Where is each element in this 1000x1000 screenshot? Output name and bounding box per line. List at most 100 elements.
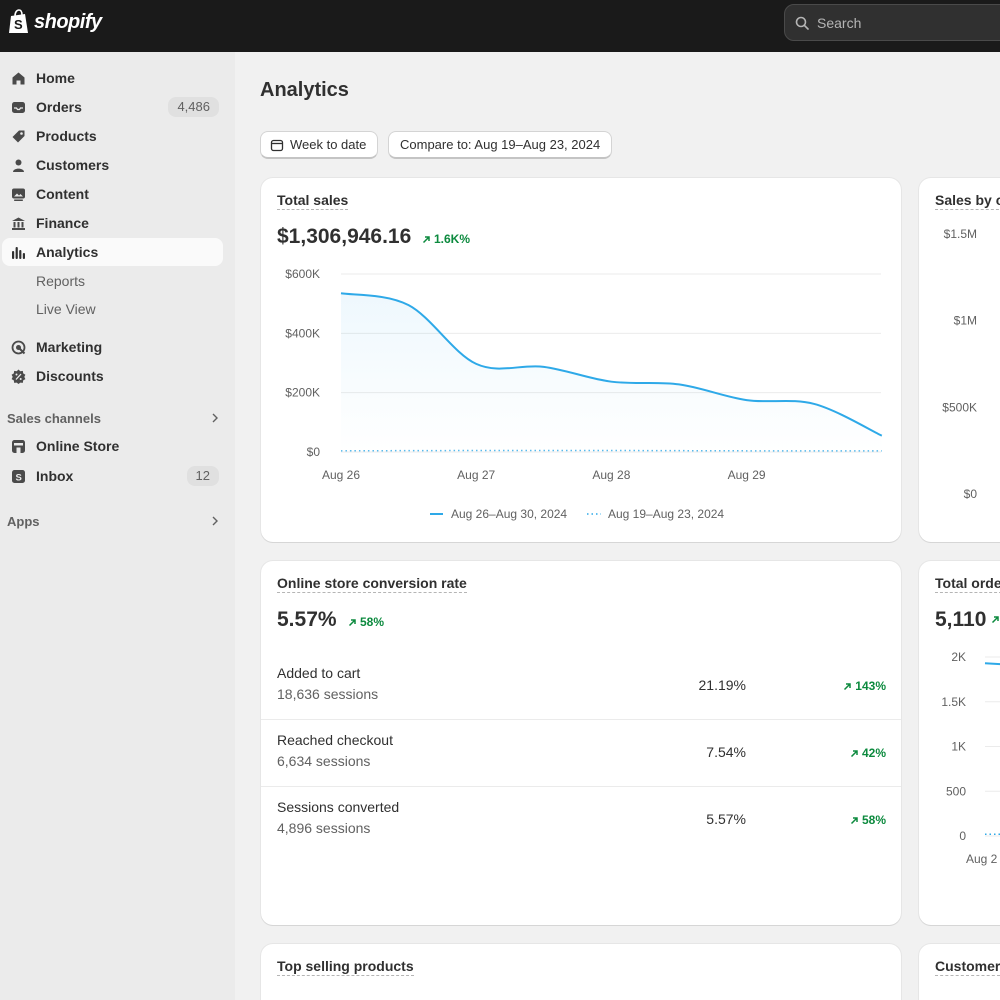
series-line-current	[984, 662, 1000, 666]
shopify-logo[interactable]: S shopify	[8, 9, 102, 35]
sidebar-item-orders[interactable]: Orders 4,486	[2, 93, 223, 121]
total-sales-card: Total sales $1,306,946.16 1.6K% $0 $200K $…	[261, 178, 901, 542]
y-tick-label: $0	[307, 445, 321, 459]
conversion-step-pct: 7.54%	[706, 744, 746, 760]
person-icon	[10, 157, 26, 173]
search-input[interactable]: Search	[784, 4, 1000, 41]
delta-value: 58%	[861, 813, 886, 827]
sidebar-item-analytics[interactable]: Analytics	[2, 238, 223, 266]
top-selling-products-card: Top selling products	[261, 944, 901, 1000]
y-tick-label: 1K	[951, 740, 966, 754]
conversion-rate-delta: 58%	[348, 615, 384, 629]
arrow-up-right-icon	[844, 682, 852, 690]
apps-header[interactable]: Apps	[7, 511, 220, 531]
sidebar-item-marketing[interactable]: Marketing	[2, 333, 223, 361]
legend-label: Aug 19–Aug 23, 2024	[608, 507, 724, 521]
sidebar-item-content[interactable]: Content	[2, 180, 223, 208]
compare-range-button[interactable]: Compare to: Aug 19–Aug 23, 2024	[388, 131, 613, 159]
y-tick-label: 1.5K	[941, 695, 966, 709]
chevron-right-icon	[212, 516, 218, 526]
sidebar-item-label: Inbox	[36, 468, 74, 484]
y-tick-label: $400K	[285, 326, 320, 340]
top-bar: S shopify Search	[0, 0, 1000, 52]
sidebar-item-label: Finance	[36, 215, 89, 231]
conversion-step-sessions: 6,634 sessions	[277, 753, 371, 769]
sales-channels-header[interactable]: Sales channels	[7, 408, 220, 428]
image-icon	[10, 186, 26, 202]
arrow-up-right-icon	[348, 618, 356, 626]
target-icon	[10, 339, 26, 355]
total-orders-title[interactable]: Total orde	[935, 575, 1000, 593]
conversion-step-name: Reached checkout	[277, 732, 393, 748]
x-tick-label: Aug 28	[592, 468, 630, 482]
series-line-current	[340, 292, 883, 437]
sidebar-item-label: Customers	[36, 157, 110, 173]
sidebar-item-inbox[interactable]: S Inbox 12	[2, 462, 223, 490]
apps-label: Apps	[7, 513, 40, 529]
total-sales-title[interactable]: Total sales	[277, 192, 349, 210]
conversion-step-pct: 21.19%	[698, 677, 746, 693]
sidebar-item-label: Live View	[36, 301, 96, 317]
bar-chart-icon	[10, 244, 26, 260]
arrow-up-right-icon	[850, 749, 858, 757]
conversion-step-name: Added to cart	[277, 665, 361, 681]
delta-value: 58%	[360, 615, 385, 629]
tag-icon	[10, 128, 26, 144]
y-tick-label: 2K	[951, 650, 966, 664]
sales-by-channel-card: Sales by c $0 $500K $1M $1.5M	[919, 178, 1000, 542]
sidebar-item-label: Reports	[36, 273, 86, 289]
y-tick-label: $200K	[285, 386, 320, 400]
sales-by-channel-chart[interactable]: $0 $500K $1M $1.5M	[919, 178, 1000, 542]
total-orders-value: 5,110	[935, 608, 987, 631]
arrow-up-right-icon	[422, 235, 430, 243]
conversion-step-name: Sessions converted	[277, 799, 400, 815]
sidebar-item-finance[interactable]: Finance	[2, 209, 223, 237]
y-tick-label: $0	[964, 487, 978, 501]
date-range-button[interactable]: Week to date	[260, 131, 379, 159]
sidebar-item-customers[interactable]: Customers	[2, 151, 223, 179]
sidebar-item-online-store[interactable]: Online Store	[2, 432, 223, 460]
y-tick-label: $1M	[954, 314, 977, 328]
x-tick-label: Aug 29	[728, 468, 766, 482]
compare-range-label: Compare to: Aug 19–Aug 23, 2024	[400, 137, 601, 152]
home-icon	[10, 70, 26, 86]
delta-value: 1.6K%	[434, 232, 471, 246]
sidebar-item-label: Products	[36, 128, 97, 144]
sidebar-item-discounts[interactable]: Discounts	[2, 362, 223, 390]
sales-channels-label: Sales channels	[7, 410, 101, 426]
sidebar-item-reports[interactable]: Reports	[2, 267, 223, 295]
search-placeholder: Search	[817, 14, 862, 31]
total-sales-value: $1,306,946.16	[277, 225, 412, 248]
total-orders-chart[interactable]: 0 500 1K 1.5K 2K Aug 2	[919, 561, 1000, 925]
series-area	[341, 293, 882, 452]
y-tick-label: $1.5M	[944, 227, 977, 241]
sidebar: Home Orders 4,486 Products Customers Con…	[0, 52, 235, 1000]
sidebar-item-products[interactable]: Products	[2, 122, 223, 150]
conversion-step-sessions: 4,896 sessions	[277, 820, 371, 836]
total-sales-chart[interactable]: $0 $200K $400K $600K Aug 26 Aug 27 Aug 28 Aug 2…	[261, 178, 901, 542]
conversion-step-delta: 143%	[843, 679, 886, 693]
sidebar-item-label: Content	[36, 186, 89, 202]
total-sales-delta: 1.6K%	[422, 232, 470, 246]
sales-by-channel-title[interactable]: Sales by c	[935, 192, 1000, 210]
sidebar-item-home[interactable]: Home	[2, 64, 223, 92]
conversion-row-sessions-converted: Sessions converted 4,896 sessions 5.57% …	[261, 786, 901, 853]
inbox-tray-icon	[10, 99, 26, 115]
shopify-bag-icon: S	[9, 9, 28, 33]
customer-card-title[interactable]: Customer	[935, 958, 1000, 976]
conversion-step-sessions: 18,636 sessions	[277, 686, 379, 702]
date-range-label: Week to date	[290, 137, 367, 152]
y-tick-label: $500K	[942, 400, 977, 414]
legend-label: Aug 26–Aug 30, 2024	[451, 507, 567, 521]
top-selling-products-title[interactable]: Top selling products	[277, 958, 414, 976]
sidebar-item-label: Marketing	[36, 339, 103, 355]
sidebar-item-label: Orders	[36, 99, 82, 115]
sidebar-item-live-view[interactable]: Live View	[2, 295, 223, 323]
delta-value: 42%	[861, 746, 886, 760]
page-title: Analytics	[260, 79, 349, 101]
conversion-rate-title[interactable]: Online store conversion rate	[277, 575, 467, 593]
total-orders-card: Total orde 5,110 0 500 1K 1.5K 2K Aug 2	[919, 561, 1000, 925]
search-icon	[795, 16, 809, 30]
logo-text: shopify	[34, 10, 102, 33]
conversion-step-delta: 42%	[850, 746, 886, 760]
